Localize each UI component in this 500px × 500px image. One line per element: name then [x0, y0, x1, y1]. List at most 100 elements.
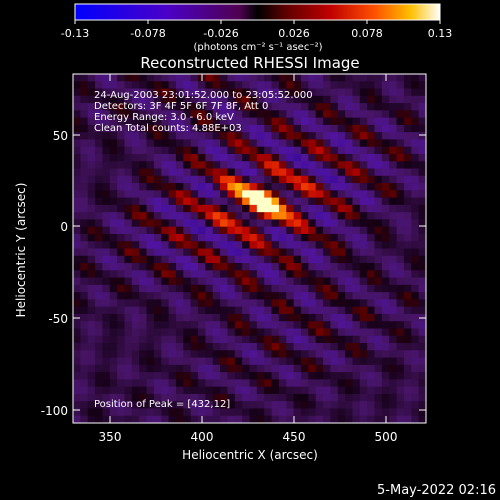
- heatmap-cell: [403, 168, 412, 177]
- heatmap-cell: [411, 153, 420, 162]
- heatmap-cell: [198, 117, 206, 126]
- annotation-detectors: Detectors: 3F 4F 5F 6F 7F 8F, Att 0: [94, 101, 268, 112]
- heatmap-cell: [374, 284, 383, 293]
- heatmap-cell: [95, 255, 104, 264]
- heatmap-cell: [389, 248, 398, 257]
- heatmap-cell: [139, 146, 148, 155]
- heatmap-cell: [131, 74, 140, 82]
- heatmap-cell: [161, 95, 170, 104]
- heatmap-cell: [403, 364, 412, 373]
- heatmap-cell: [352, 197, 361, 206]
- heatmap-cell: [337, 110, 346, 119]
- heatmap-cell: [205, 284, 214, 293]
- heatmap-cell: [131, 81, 140, 90]
- heatmap-cell: [95, 146, 104, 155]
- heatmap-cell: [190, 95, 199, 104]
- heatmap-cell: [323, 168, 331, 177]
- heatmap-cell: [300, 95, 309, 104]
- heatmap-cell: [102, 81, 111, 90]
- heatmap-cell: [330, 197, 339, 206]
- heatmap-cell: [102, 219, 111, 228]
- heatmap-cell: [278, 226, 287, 235]
- heatmap-cell: [73, 248, 81, 257]
- heatmap-cell: [146, 88, 155, 97]
- heatmap-cell: [161, 255, 170, 264]
- heatmap-cell: [183, 88, 192, 97]
- heatmap-cell: [345, 379, 354, 388]
- heatmap-cell: [381, 263, 390, 271]
- heatmap-cell: [227, 313, 236, 322]
- heatmap-cell: [256, 175, 265, 184]
- heatmap-cell: [278, 350, 287, 359]
- heatmap-cell: [271, 357, 280, 366]
- heatmap-cell: [389, 197, 398, 206]
- heatmap-cell: [374, 233, 383, 242]
- heatmap-cell: [146, 255, 155, 264]
- heatmap-cell: [242, 81, 251, 90]
- heatmap-cell: [396, 190, 405, 199]
- heatmap-cell: [146, 321, 155, 330]
- heatmap-cell: [345, 313, 354, 322]
- heatmap-cell: [323, 263, 331, 271]
- heatmap-cell: [175, 277, 184, 286]
- heatmap-cell: [308, 204, 317, 213]
- heatmap-cell: [403, 95, 412, 104]
- heatmap-cell: [73, 146, 81, 155]
- heatmap-cell: [124, 415, 133, 423]
- heatmap-cell: [359, 117, 368, 126]
- heatmap-cell: [411, 197, 420, 206]
- heatmap-cell: [131, 204, 140, 213]
- heatmap-cell: [345, 197, 354, 206]
- heatmap-cell: [161, 292, 170, 300]
- heatmap-cell: [345, 132, 354, 141]
- heatmap-cell: [330, 117, 339, 126]
- heatmap-cell: [396, 95, 405, 104]
- heatmap-cell: [367, 233, 376, 242]
- heatmap-cell: [220, 168, 229, 177]
- heatmap-cell: [264, 95, 273, 104]
- heatmap-cell: [271, 219, 280, 228]
- heatmap-cell: [212, 161, 221, 170]
- heatmap-cell: [271, 263, 280, 271]
- heatmap-cell: [389, 153, 398, 162]
- heatmap-cell: [264, 110, 273, 119]
- heatmap-cell: [293, 88, 302, 97]
- heatmap-cell: [418, 372, 426, 380]
- heatmap-cell: [175, 415, 184, 423]
- heatmap-cell: [183, 263, 192, 271]
- heatmap-cell: [271, 168, 280, 177]
- heatmap-cell: [102, 313, 111, 322]
- heatmap-cell: [256, 190, 265, 199]
- heatmap-cell: [146, 313, 155, 322]
- heatmap-cell: [374, 401, 383, 410]
- heatmap-cell: [168, 248, 177, 257]
- heatmap-cell: [190, 379, 199, 388]
- heatmap-cell: [293, 335, 302, 344]
- heatmap-cell: [264, 212, 273, 221]
- heatmap-cell: [315, 132, 324, 141]
- heatmap-cell: [271, 284, 280, 293]
- heatmap-cell: [124, 241, 133, 250]
- heatmap-cell: [80, 393, 89, 402]
- heatmap-cell: [330, 321, 339, 330]
- heatmap-cell: [220, 350, 229, 359]
- heatmap-cell: [198, 372, 206, 380]
- heatmap-cell: [286, 81, 295, 90]
- heatmap-cell: [227, 379, 236, 388]
- heatmap-cell: [293, 110, 302, 119]
- heatmap-cell: [183, 408, 192, 417]
- heatmap-cell: [374, 103, 383, 111]
- heatmap-cell: [381, 204, 390, 213]
- heatmap-cell: [337, 153, 346, 162]
- heatmap-cell: [102, 408, 111, 417]
- x-tick-label: 500: [375, 430, 398, 444]
- heatmap-cell: [264, 153, 273, 162]
- heatmap-cell: [161, 313, 170, 322]
- heatmap-cell: [345, 284, 354, 293]
- heatmap-cell: [330, 212, 339, 221]
- heatmap-cell: [374, 255, 383, 264]
- heatmap-cell: [278, 132, 287, 141]
- heatmap-cell: [411, 81, 420, 90]
- heatmap-cell: [345, 190, 354, 199]
- heatmap-cell: [352, 139, 361, 148]
